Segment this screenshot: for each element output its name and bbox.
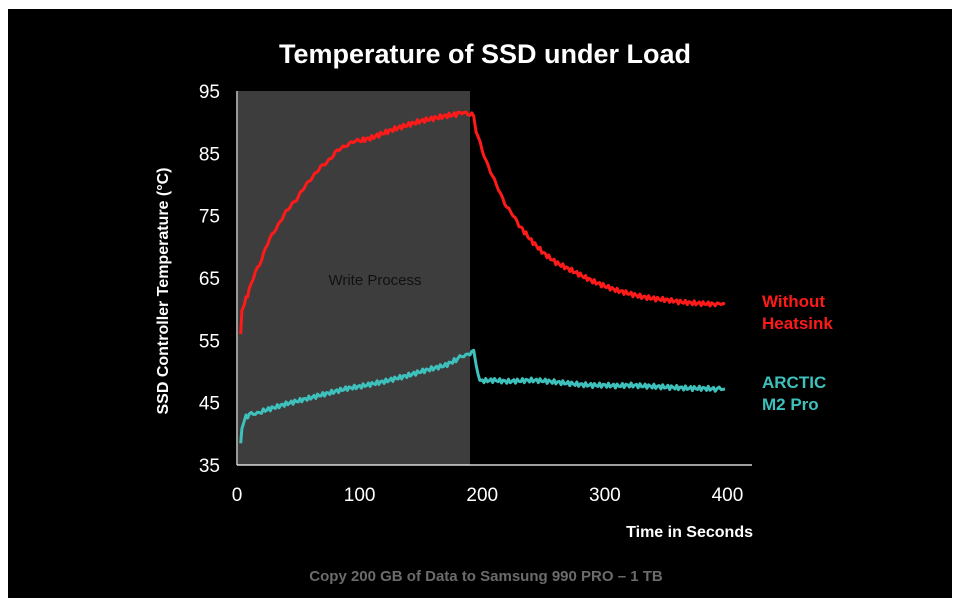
legend-label: M2 Pro <box>762 395 819 414</box>
line-chart: Temperature of SSD under Load Write Proc… <box>155 39 833 585</box>
chart-frame: Temperature of SSD under Load Write Proc… <box>8 9 952 598</box>
legend: Without Heatsink ARCTIC M2 Pro <box>762 292 833 414</box>
y-tick-label: 35 <box>199 456 220 477</box>
y-tick-label: 65 <box>199 269 220 290</box>
legend-label: Without <box>762 292 825 311</box>
x-tick-label: 200 <box>466 485 498 506</box>
x-tick-label: 0 <box>232 485 243 506</box>
x-axis: 0 100 200 300 400 <box>232 464 752 506</box>
y-axis-title: SSD Controller Temperature (°C) <box>155 167 172 414</box>
legend-label: ARCTIC <box>762 373 826 392</box>
y-tick-label: 55 <box>199 331 220 352</box>
x-axis-title: Time in Seconds <box>626 524 753 541</box>
x-tick-label: 300 <box>589 485 621 506</box>
legend-label: Heatsink <box>762 314 833 333</box>
series-line-without-heatsink <box>239 110 726 335</box>
write-process-label: Write Process <box>328 272 421 289</box>
y-tick-label: 45 <box>199 394 220 415</box>
write-process-region <box>238 91 470 465</box>
x-tick-label: 100 <box>344 485 376 506</box>
chart-caption: Copy 200 GB of Data to Samsung 990 PRO –… <box>309 568 663 585</box>
x-tick-label: 400 <box>712 485 744 506</box>
y-tick-label: 85 <box>199 144 220 165</box>
y-axis: 35 45 55 65 75 85 95 <box>199 82 238 477</box>
series-line-arctic-m2-pro <box>239 348 726 444</box>
series-layer <box>239 110 726 444</box>
y-tick-label: 75 <box>199 207 220 228</box>
y-tick-label: 95 <box>199 82 220 103</box>
chart-title: Temperature of SSD under Load <box>279 39 691 69</box>
